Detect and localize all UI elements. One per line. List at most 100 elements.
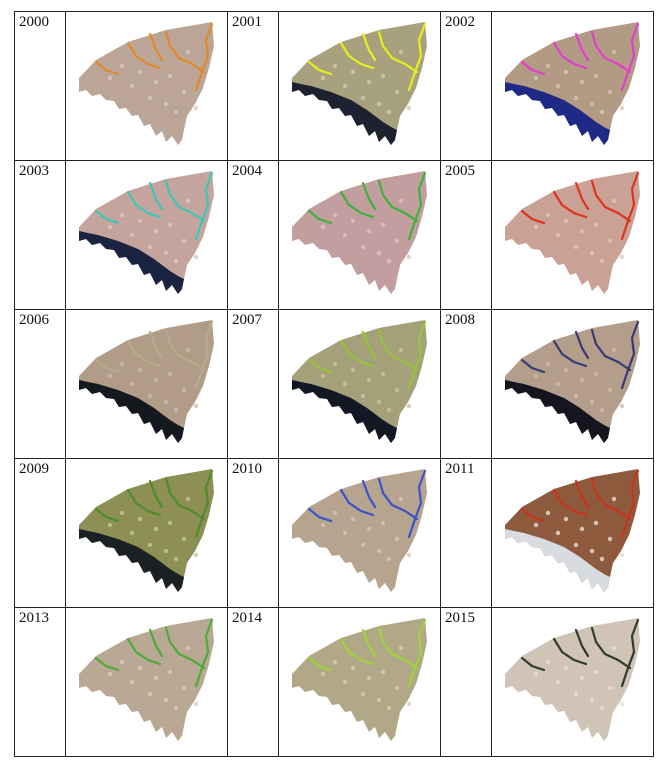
year-label-cell: 2014 [227,607,279,757]
drainage-overlay [590,328,632,372]
satellite-map-image [79,320,214,443]
terrain-speckle [563,665,569,671]
satellite-map-cell [491,11,654,161]
terrain-speckle [555,232,561,238]
terrain-speckle [342,381,348,387]
drainage-overlay [164,328,206,372]
terrain-speckle [350,665,356,671]
terrain-speckle [563,69,569,75]
drainage-overlay [94,209,120,225]
year-label: 2015 [445,610,475,626]
terrain-speckle [386,258,392,264]
terrain-speckle [342,679,348,685]
drainage-overlay [552,41,588,70]
drainage-overlay [552,488,588,517]
terrain-speckle [167,222,173,228]
drainage-overlay [194,320,214,390]
terrain-speckle [173,109,179,115]
land-region [79,618,214,741]
terrain-speckle [193,701,199,707]
terrain-speckle [181,685,187,691]
terrain-speckle [593,222,599,228]
terrain-speckle [185,49,191,55]
terrain-speckle [366,675,372,681]
drainage-overlay [361,628,377,658]
terrain-speckle [593,371,599,377]
terrain-speckle [163,697,169,703]
terrain-speckle [376,697,382,703]
drainage-overlay [361,479,377,509]
satellite-map-image [79,22,214,145]
terrain-speckle [129,679,135,685]
terrain-speckle [119,659,125,665]
drainage-overlay [148,181,164,211]
terrain-speckle [129,530,135,536]
year-label-cell: 2002 [440,11,492,161]
terrain-speckle [107,671,113,677]
year-label-cell: 2011 [440,458,492,608]
drainage-overlay [148,628,164,658]
drainage-overlay [94,656,120,672]
drainage-overlay [407,469,427,539]
drainage-overlay [377,626,419,670]
drainage-overlay [574,330,590,360]
satellite-map-cell [65,458,228,608]
terrain-speckle [153,526,159,532]
terrain-speckle [342,530,348,536]
drainage-overlay [148,479,164,509]
drainage-overlay [407,618,427,688]
terrain-speckle [342,83,348,89]
terrain-speckle [137,516,143,522]
satellite-map-image [505,618,640,741]
terrain-speckle [611,49,617,55]
satellite-map-image [292,171,427,294]
terrain-speckle [163,250,169,256]
satellite-map-cell [491,160,654,310]
terrain-speckle [386,407,392,413]
terrain-speckle [332,659,338,665]
terrain-speckle [533,373,539,379]
terrain-speckle [545,510,551,516]
terrain-speckle [573,691,579,697]
terrain-speckle [579,526,585,532]
terrain-speckle [555,83,561,89]
land-region [79,22,214,145]
terrain-speckle [342,232,348,238]
land-region [505,171,640,294]
land-region [505,22,640,145]
drainage-overlay [377,328,419,372]
drainage-overlay [148,330,164,360]
terrain-speckle [563,367,569,373]
terrain-speckle [332,63,338,69]
terrain-speckle [611,198,617,204]
terrain-speckle [137,218,143,224]
terrain-speckle [573,393,579,399]
grid-row: 2003 2004 2005 [14,160,654,310]
terrain-speckle [129,381,135,387]
dark-coastal-band [292,380,397,443]
drainage-overlay [574,32,590,62]
terrain-speckle [394,238,400,244]
drainage-overlay [574,479,590,509]
dark-coastal-band [79,529,184,592]
year-label-cell: 2008 [440,309,492,459]
terrain-speckle [611,645,617,651]
satellite-map-cell [65,11,228,161]
terrain-speckle [555,381,561,387]
terrain-speckle [380,371,386,377]
land-region [79,320,214,443]
terrain-speckle [137,69,143,75]
land-region [292,22,427,145]
drainage-overlay [377,179,419,223]
terrain-speckle [386,705,392,711]
drainage-overlay [339,488,375,517]
satellite-map-image [292,469,427,592]
terrain-speckle [394,536,400,542]
drainage-overlay [361,330,377,360]
terrain-speckle [376,399,382,405]
terrain-speckle [147,393,153,399]
drainage-overlay [361,32,377,62]
drainage-overlay [361,181,377,211]
terrain-speckle [589,101,595,107]
terrain-speckle [193,403,199,409]
